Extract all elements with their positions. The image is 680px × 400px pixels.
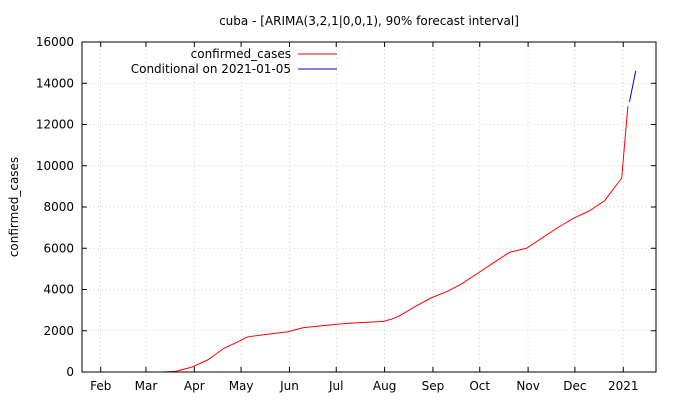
series-layer: [161, 70, 637, 373]
x-tick-label: Dec: [563, 379, 586, 393]
x-tick-label: Sep: [422, 379, 445, 393]
y-tick-label: 14000: [36, 76, 74, 90]
y-tick-label: 10000: [36, 159, 74, 173]
chart-title: cuba - [ARIMA(3,2,1|0,0,1), 90% forecast…: [219, 14, 519, 28]
x-tick-label: Aug: [373, 379, 396, 393]
x-tick-label: Jul: [328, 379, 343, 393]
y-tick-label: 2000: [43, 324, 74, 338]
x-tick-label: Apr: [184, 379, 205, 393]
y-tick-label: 8000: [43, 200, 74, 214]
y-tick-label: 16000: [36, 35, 74, 49]
x-tick-label: Oct: [469, 379, 490, 393]
y-axis: 0 2000 4000 6000 8000 10000 12000 14000 16000: [36, 35, 656, 379]
y-tick-label: 4000: [43, 283, 74, 297]
y-tick-label: 0: [66, 365, 74, 379]
x-tick-label: May: [229, 379, 254, 393]
legend-label-conditional: Conditional on 2021-01-05: [131, 62, 291, 76]
y-tick-label: 12000: [36, 118, 74, 132]
x-axis: Feb Mar Apr May Jun Jul Aug Sep Oct Nov Dec 2021: [90, 42, 639, 393]
x-tick-label: 2021: [608, 379, 639, 393]
legend-label-confirmed-cases: confirmed_cases: [191, 47, 291, 61]
series-line-1: [628, 70, 637, 102]
x-tick-label: Nov: [516, 379, 539, 393]
x-tick-label: Jun: [279, 379, 299, 393]
legend: confirmed_cases Conditional on 2021-01-0…: [131, 47, 337, 76]
series-line-0: [161, 105, 629, 373]
x-tick-label: Mar: [135, 379, 158, 393]
y-axis-label: confirmed_cases: [7, 157, 21, 257]
y-tick-label: 6000: [43, 241, 74, 255]
x-tick-label: Feb: [90, 379, 111, 393]
